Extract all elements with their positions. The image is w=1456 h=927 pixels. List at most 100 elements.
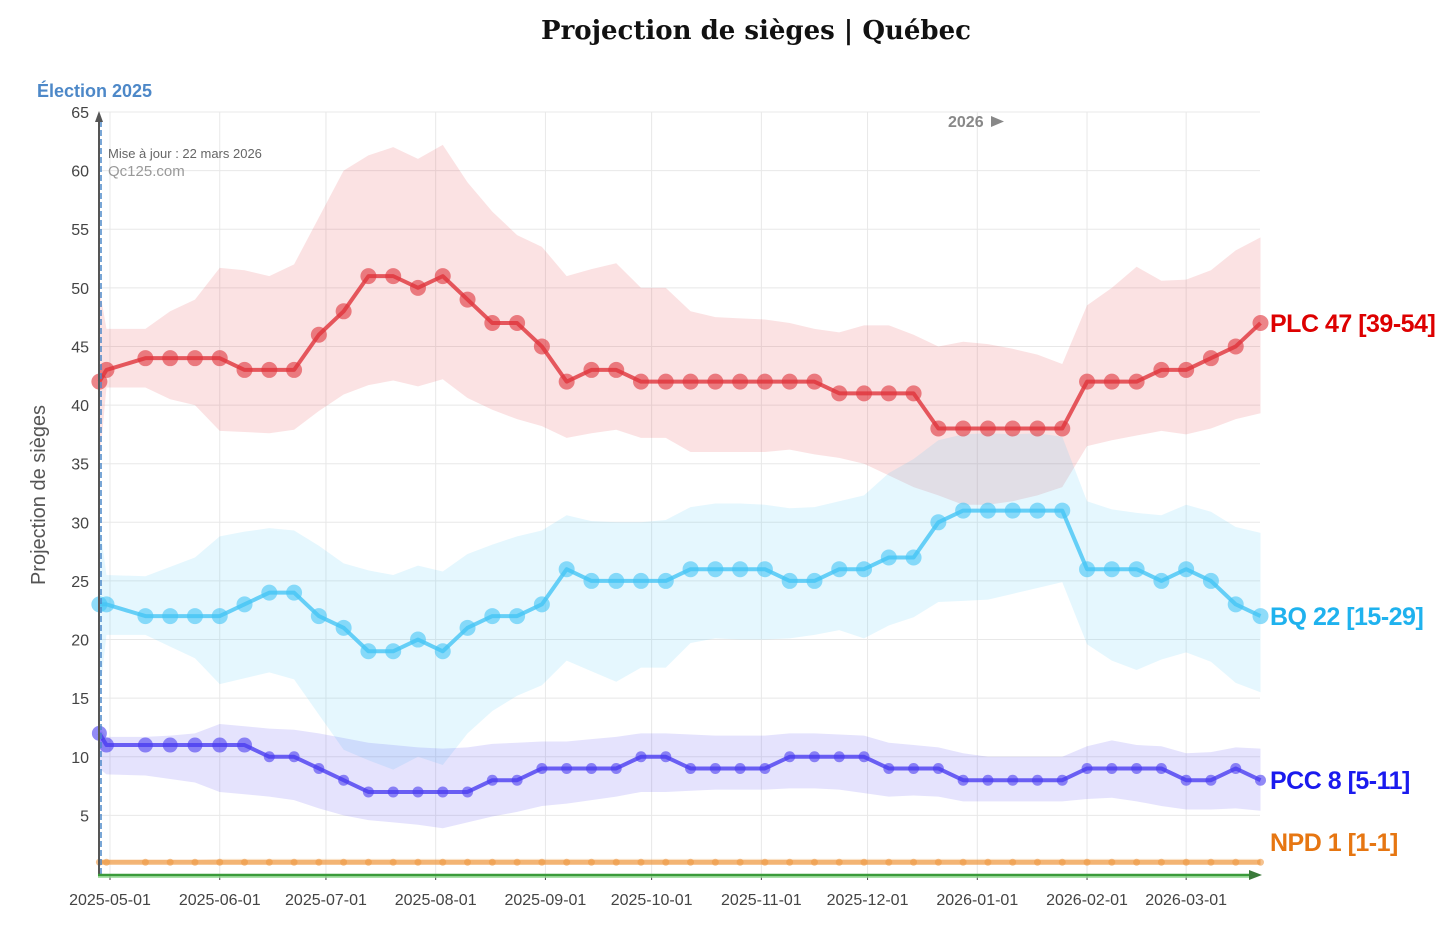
point-bq — [781, 572, 798, 589]
point-npd — [364, 858, 372, 866]
point-plc — [484, 315, 501, 332]
point-bq — [286, 584, 303, 601]
point-plc — [236, 361, 253, 378]
point-pcc — [808, 751, 820, 763]
series-label-pcc: PCC 8 [5-11] — [1270, 767, 1410, 795]
x-tick-label: 2025-12-01 — [827, 892, 909, 909]
point-npd — [241, 858, 249, 866]
point-pcc — [759, 762, 771, 774]
point-bq — [1178, 561, 1195, 578]
y-axis-label: Projection de sièges — [28, 405, 50, 585]
point-plc — [756, 373, 773, 390]
point-bq — [1252, 608, 1269, 625]
point-pcc — [212, 737, 228, 753]
point-pcc — [635, 751, 647, 763]
point-npd — [1207, 858, 1215, 866]
x-tick-label: 2025-09-01 — [504, 892, 586, 909]
point-pcc — [162, 737, 178, 753]
point-bq — [1054, 502, 1071, 519]
point-bq — [1128, 561, 1145, 578]
point-plc — [608, 361, 625, 378]
chart-title: Projection de sièges | Québec — [541, 16, 971, 46]
point-pcc — [660, 751, 672, 763]
y-tick-label: 40 — [71, 398, 89, 415]
point-bq — [434, 643, 451, 660]
point-plc — [459, 291, 476, 308]
point-bq — [707, 561, 724, 578]
point-bq — [930, 514, 947, 531]
y-tick-label: 50 — [71, 281, 89, 298]
point-bq — [137, 608, 154, 625]
point-npd — [711, 858, 719, 866]
point-bq — [1004, 502, 1021, 519]
point-npd — [910, 858, 918, 866]
point-pcc — [784, 751, 796, 763]
point-pcc — [883, 762, 895, 774]
x-tick-label: 2026-03-01 — [1145, 892, 1227, 909]
point-plc — [1054, 420, 1071, 437]
point-bq — [1202, 572, 1219, 589]
point-npd — [166, 858, 174, 866]
point-bq — [657, 572, 674, 589]
point-bq — [856, 561, 873, 578]
point-pcc — [237, 737, 253, 753]
point-pcc — [462, 786, 474, 798]
point-plc — [186, 350, 203, 367]
point-pcc — [1081, 762, 1093, 774]
x-tick-label: 2026-01-01 — [936, 892, 1018, 909]
point-npd — [1058, 858, 1066, 866]
point-pcc — [734, 762, 746, 774]
point-bq — [484, 608, 501, 625]
point-npd — [1108, 858, 1116, 866]
x-tick-label: 2025-11-01 — [721, 892, 802, 909]
point-bq — [1079, 561, 1096, 578]
updated-label: Mise à jour : 22 mars 2026 — [108, 146, 262, 161]
series-label-npd: NPD 1 [1-1] — [1270, 829, 1398, 857]
point-npd — [835, 858, 843, 866]
point-bq — [1029, 502, 1046, 519]
point-pcc — [362, 786, 374, 798]
band-pcc — [99, 723, 1261, 829]
point-bq — [682, 561, 699, 578]
series-lines — [91, 268, 1269, 866]
point-bq — [261, 584, 278, 601]
point-npd — [662, 858, 670, 866]
grid — [100, 111, 1260, 874]
point-pcc — [387, 786, 399, 798]
x-tick-label: 2025-05-01 — [69, 892, 151, 909]
point-npd — [265, 858, 273, 866]
point-plc — [930, 420, 947, 437]
y-tick-label: 20 — [71, 633, 89, 650]
point-pcc — [412, 786, 424, 798]
point-pcc — [709, 762, 721, 774]
year-marker: 2026 — [948, 114, 984, 131]
point-npd — [984, 858, 992, 866]
point-bq — [186, 608, 203, 625]
point-pcc — [1031, 774, 1043, 786]
point-bq — [756, 561, 773, 578]
point-npd — [810, 858, 818, 866]
point-pcc — [1230, 762, 1242, 774]
point-npd — [315, 858, 323, 866]
point-npd — [637, 858, 645, 866]
point-npd — [736, 858, 744, 866]
year-marker-arrow-icon — [991, 116, 1004, 127]
point-plc — [1004, 420, 1021, 437]
point-plc — [261, 361, 278, 378]
point-bq — [1153, 572, 1170, 589]
point-plc — [1079, 373, 1096, 390]
point-pcc — [982, 774, 994, 786]
y-axis-arrow-icon — [95, 111, 103, 122]
point-bq — [385, 643, 402, 660]
point-plc — [98, 361, 115, 378]
point-bq — [806, 572, 823, 589]
point-plc — [831, 385, 848, 402]
point-pcc — [561, 762, 573, 774]
point-plc — [558, 373, 575, 390]
point-plc — [533, 338, 550, 355]
point-npd — [1232, 858, 1240, 866]
point-npd — [1257, 858, 1264, 866]
point-npd — [1009, 858, 1017, 866]
point-npd — [1083, 858, 1091, 866]
point-pcc — [932, 762, 944, 774]
